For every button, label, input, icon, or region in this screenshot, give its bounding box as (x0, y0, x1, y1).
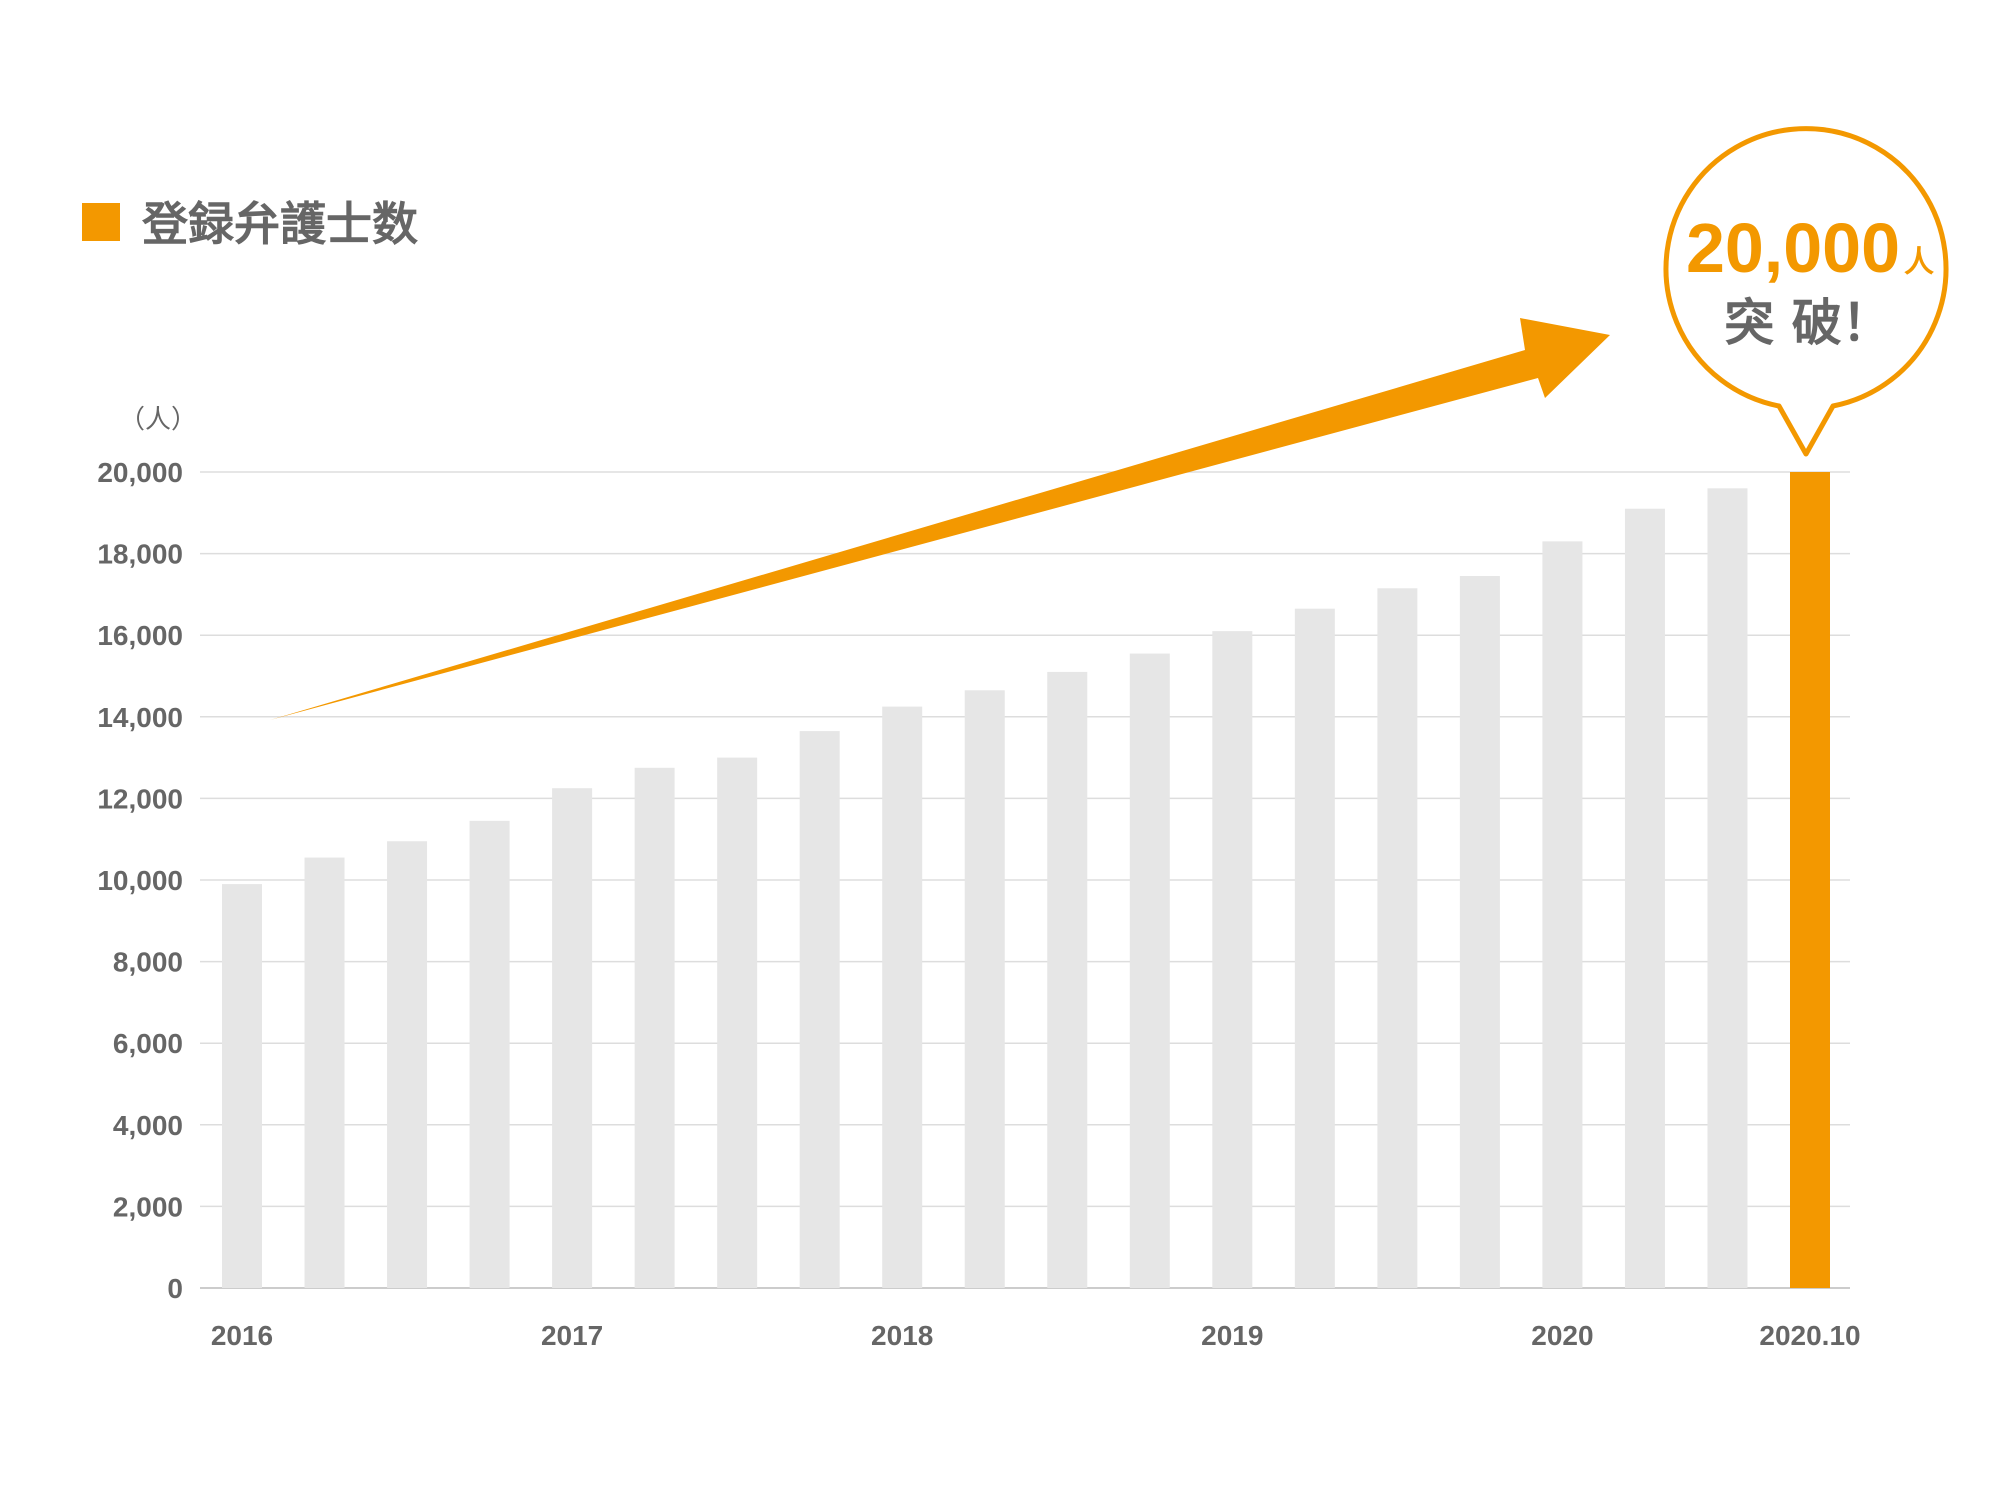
bar (1377, 588, 1418, 1288)
x-tick-label: 2016 (211, 1320, 273, 1351)
legend-swatch (82, 203, 120, 241)
bar (1212, 631, 1253, 1288)
y-tick-label: 2,000 (113, 1191, 183, 1222)
callout-bubble (1663, 126, 1949, 457)
bar (469, 820, 510, 1288)
y-tick-label: 20,000 (97, 457, 183, 488)
y-tick-label: 18,000 (97, 539, 183, 570)
y-tick-label: 6,000 (113, 1028, 183, 1059)
y-tick-label: 0 (167, 1273, 183, 1304)
bar (634, 767, 675, 1288)
callout-value: 20,000 人 (1686, 209, 1934, 287)
y-tick-label: 10,000 (97, 865, 183, 896)
y-tick-label: 14,000 (97, 702, 183, 733)
bars (222, 472, 1830, 1289)
x-tick-label: 2018 (871, 1320, 933, 1351)
bar (387, 841, 428, 1288)
bar (1542, 541, 1583, 1288)
y-tick-label: 8,000 (113, 947, 183, 978)
y-tick-label: 4,000 (113, 1110, 183, 1141)
bar-highlight (1790, 472, 1830, 1288)
x-tick-label: 2020.10 (1759, 1320, 1860, 1351)
x-tick-label: 2019 (1201, 1320, 1263, 1351)
legend-label: 登録弁護士数 (141, 197, 418, 251)
y-tick-label: 12,000 (97, 783, 183, 814)
bar (304, 857, 345, 1288)
bar (222, 884, 262, 1288)
x-axis-ticks: 2016 2017 2018 2019 2020 2020.10 (211, 1320, 1861, 1351)
y-axis-ticks: 0 2,000 4,000 6,000 8,000 10,000 12,000 14,000 1… (97, 457, 183, 1304)
bar (1624, 508, 1665, 1289)
x-tick-label: 2020 (1531, 1320, 1593, 1351)
callout-text: 突 破！ (1724, 294, 1891, 352)
y-tick-label: 16,000 (97, 620, 183, 651)
bar (1047, 671, 1088, 1288)
gridlines (200, 471, 1850, 1289)
bar (1294, 608, 1335, 1288)
bar (1707, 488, 1748, 1288)
bar (552, 788, 593, 1288)
x-tick-label: 2017 (541, 1320, 603, 1351)
y-axis-unit: （人） (119, 405, 197, 435)
bar (1459, 576, 1500, 1288)
bar (882, 706, 923, 1288)
bar (717, 757, 758, 1288)
bar (964, 690, 1005, 1288)
bar (799, 731, 840, 1288)
bar (1129, 653, 1170, 1288)
